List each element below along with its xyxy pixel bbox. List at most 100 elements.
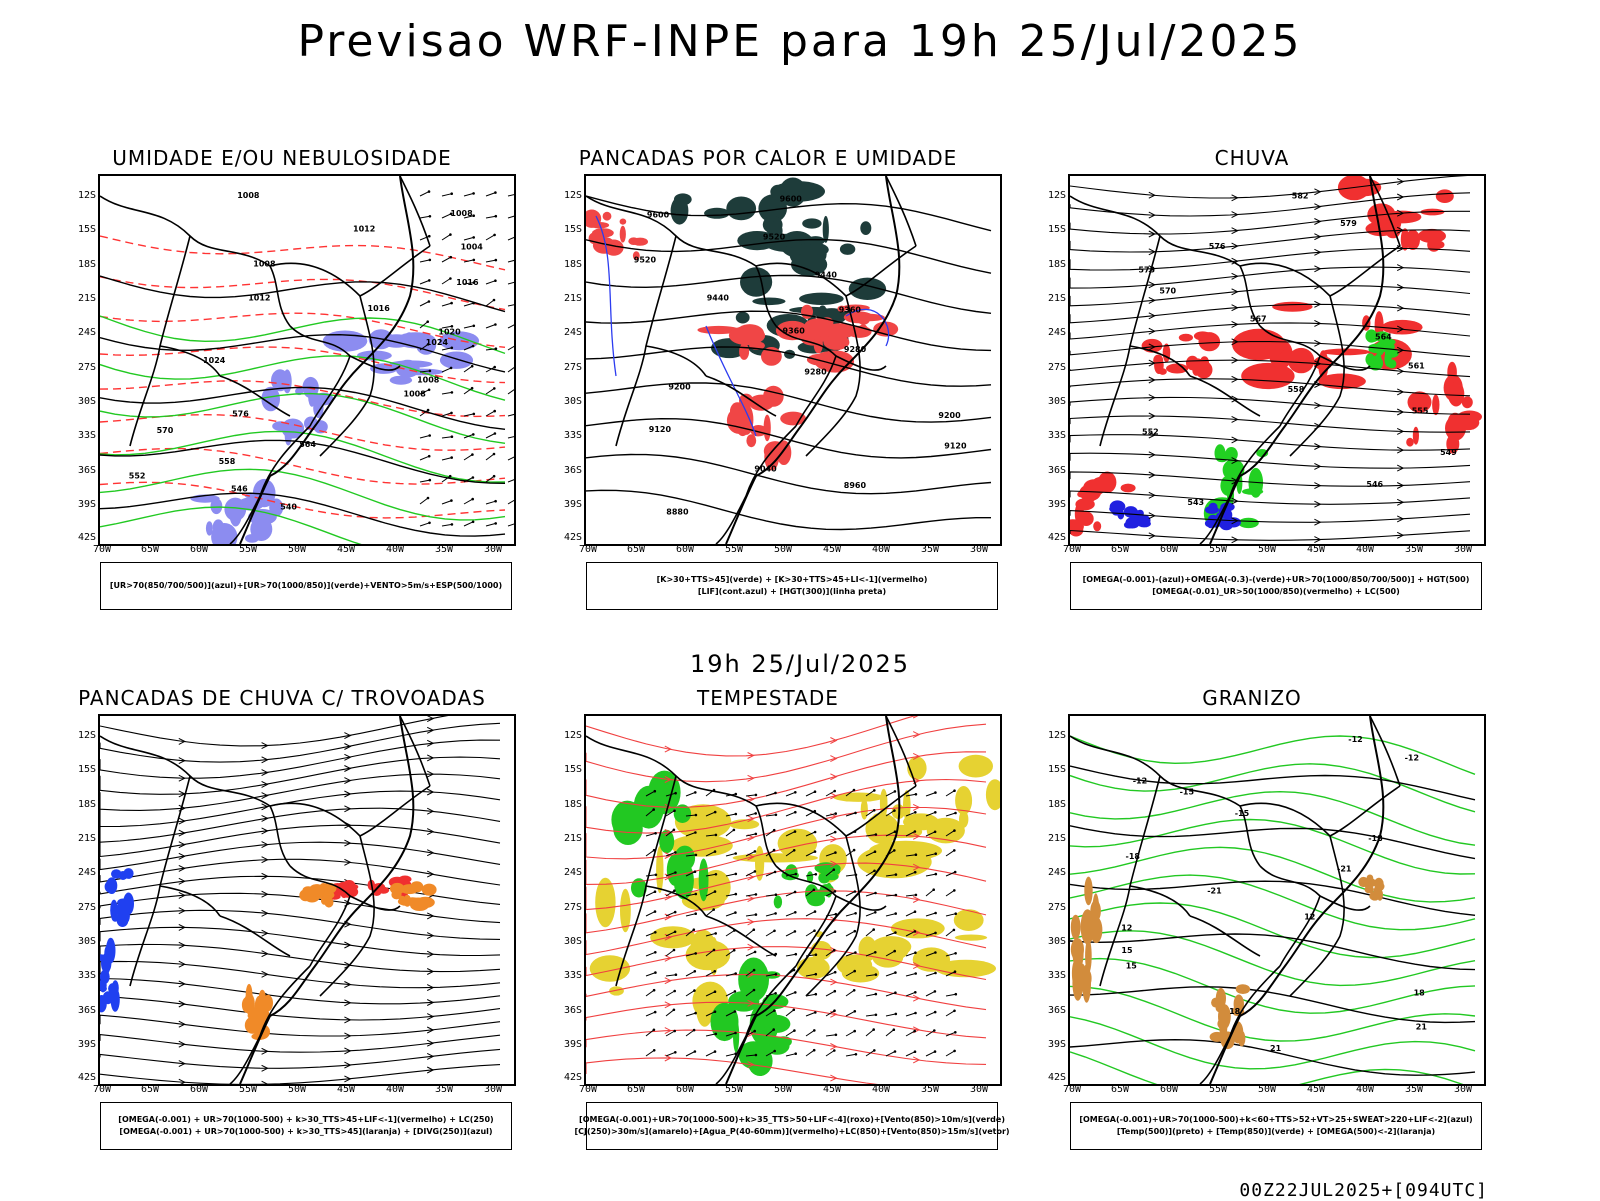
- divg-fill: [108, 983, 118, 995]
- streamline-arrow: [178, 1040, 186, 1048]
- contour-label: 1008: [237, 191, 260, 200]
- vector-head: [426, 408, 430, 412]
- border-line: [349, 355, 401, 371]
- vector-head: [794, 952, 798, 956]
- vector-head: [834, 1033, 838, 1037]
- li-fill: [746, 434, 757, 448]
- jet-fill: [709, 937, 719, 976]
- border-line: [269, 245, 431, 297]
- border-line: [399, 176, 431, 247]
- lon-tick-label: 65W: [140, 544, 160, 555]
- vector-head: [674, 871, 677, 874]
- streamline-arrow: [344, 777, 352, 785]
- wind-vector: [507, 523, 514, 527]
- vector-head: [694, 853, 698, 857]
- streamline-arrow: [178, 737, 186, 745]
- wind-vector: [665, 810, 675, 817]
- wind-vector: [725, 813, 736, 817]
- humidity-contour: [100, 355, 506, 401]
- vector-head: [834, 851, 837, 854]
- streamline-arrow: [1396, 346, 1405, 354]
- coastline: [239, 176, 415, 544]
- divg-fill: [100, 969, 110, 984]
- vector-head: [654, 951, 657, 954]
- lon-tick-label: 65W: [626, 1084, 646, 1095]
- omega-ur-fill: [1461, 396, 1473, 409]
- vector-head: [874, 911, 877, 914]
- streamline-arrow: [1314, 401, 1322, 409]
- wind-vector: [765, 871, 776, 877]
- vector-head: [813, 850, 817, 853]
- panel-granizo: GRANIZO 12S 15S 18S 21S 24S 27S 30S 33S 36S 39S 42S…: [1022, 686, 1486, 1156]
- omega500-fill: [1364, 878, 1373, 888]
- wind-vector: [745, 1054, 756, 1057]
- wind-vector: [419, 321, 429, 329]
- omega500-fill: [1080, 909, 1095, 945]
- streamline-arrow: [178, 907, 186, 915]
- vector-head: [713, 1050, 717, 1053]
- wind-vector: [463, 413, 474, 417]
- streamline-arrow: [664, 1001, 672, 1009]
- streamline-arrow: [664, 776, 672, 783]
- vector-head: [894, 1012, 898, 1016]
- vector-head: [654, 971, 657, 974]
- wind-vector: [945, 1010, 955, 1017]
- streamline-arrow: [426, 849, 435, 857]
- hgt500-streamline: [1070, 452, 1471, 469]
- vector-head: [914, 893, 918, 897]
- omega500-fill: [1209, 1031, 1225, 1042]
- lon-tick-label: 65W: [1110, 1084, 1130, 1095]
- omega-ur-fill: [1406, 437, 1414, 447]
- streamline-arrow: [1314, 518, 1322, 526]
- streamline-arrow: [1148, 230, 1156, 238]
- wind-vector: [765, 973, 776, 977]
- streamline-arrow: [344, 858, 352, 866]
- wind-vector: [865, 1014, 876, 1017]
- wind-vector: [665, 931, 676, 937]
- vector-head: [672, 1008, 676, 1012]
- streamline-arrow: [1148, 451, 1156, 459]
- vector-head: [793, 930, 797, 933]
- wind-vector: [825, 790, 835, 797]
- wind-vector: [685, 1051, 696, 1057]
- streamline-arrow: [178, 923, 186, 931]
- omega500-fill: [1373, 879, 1382, 888]
- vector-head: [872, 928, 875, 931]
- wind-vector: [805, 791, 816, 797]
- vector-head: [472, 192, 475, 195]
- lat-tick-label: 39S: [563, 1039, 582, 1050]
- lat-tick-label: 15S: [77, 764, 96, 775]
- border-line: [229, 965, 311, 1084]
- wind-vector: [463, 236, 474, 241]
- li-fill: [619, 218, 627, 225]
- wind-vector: [905, 952, 916, 957]
- lc250-streamline: [100, 739, 501, 779]
- wind-vector: [441, 412, 452, 417]
- omega-ur-fill: [1070, 523, 1084, 537]
- border-line: [129, 775, 191, 987]
- k-tts-fill: [784, 349, 796, 359]
- wind-vector: [925, 1030, 935, 1037]
- vector-head: [794, 991, 797, 994]
- jet-fill: [595, 877, 616, 928]
- lat-tick-label: 27S: [563, 902, 582, 913]
- vector-head: [673, 1029, 676, 1033]
- jet-fill: [953, 909, 984, 931]
- border-line: [885, 716, 917, 787]
- contour-label: 8880: [666, 508, 689, 517]
- wind-vector: [725, 829, 735, 837]
- wind-vector: [485, 433, 496, 439]
- vector-head: [672, 828, 676, 832]
- wind-vector: [463, 192, 474, 197]
- contour-label: 549: [1440, 448, 1457, 457]
- vector-head: [652, 808, 655, 811]
- wind-vector: [507, 479, 514, 483]
- border-line: [805, 295, 861, 457]
- streamline-arrow: [261, 872, 269, 880]
- wind-vector: [419, 370, 430, 373]
- vector-head: [914, 972, 917, 975]
- wind-vector: [507, 304, 514, 307]
- vector-head: [450, 192, 454, 195]
- streamline-arrow: [912, 994, 921, 1002]
- wind-vector: [825, 1010, 835, 1017]
